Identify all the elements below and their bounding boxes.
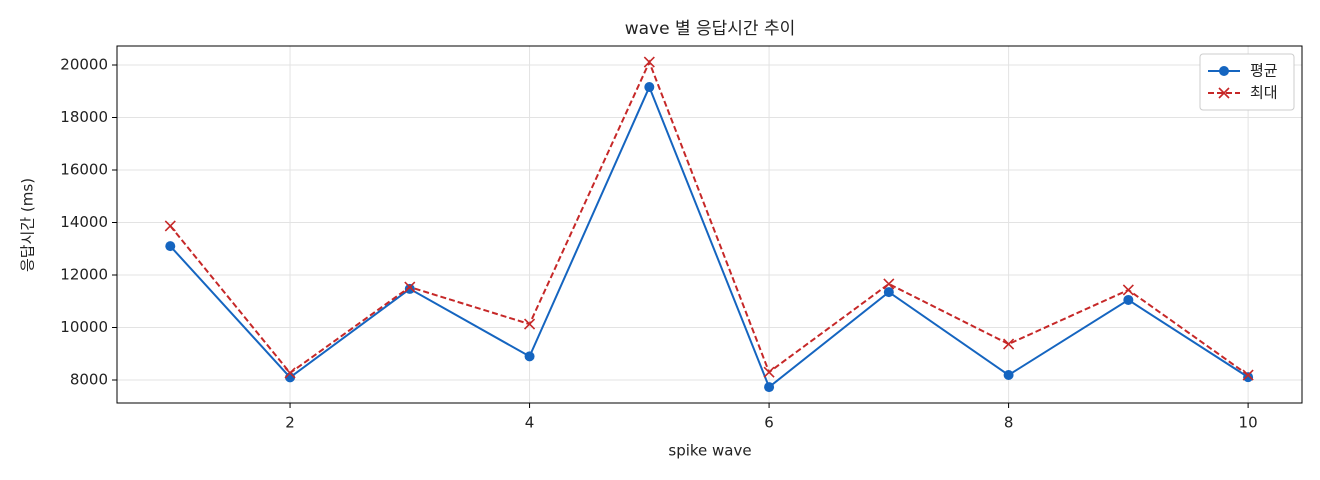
series-line [169,59,1249,376]
x-tick-label: 8 [1004,414,1014,432]
data-point [763,366,775,378]
data-point [764,382,775,393]
data-point [523,318,536,330]
data-point [1242,369,1254,381]
y-tick-label: 18000 [60,108,108,126]
y-tick-label: 10000 [60,318,108,336]
x-axis-label: spike wave [668,442,751,460]
data-point [1123,294,1134,305]
data-point [284,367,296,379]
plot-frame [116,45,1303,404]
data-point [524,351,535,362]
x-tick-label: 2 [285,414,295,432]
data-point [404,281,416,293]
legend-label: 평균 [1250,62,1278,80]
legend-marker [1218,87,1230,99]
x-tick-label: 6 [764,414,774,432]
legend-marker [1219,66,1229,76]
x-tick-label: 4 [525,414,535,432]
data-point [404,283,415,294]
data-point [1122,284,1134,296]
series-line [169,84,1249,389]
y-axis-label: 응답시간 (ms) [19,178,37,272]
data-point [165,241,176,252]
data-point [883,278,895,290]
data-point [643,56,655,68]
legend-label: 최대 [1250,84,1278,102]
y-tick-label: 14000 [60,213,108,231]
data-point [644,82,655,93]
y-tick-label: 20000 [60,56,108,74]
data-point [883,287,894,298]
data-point [1003,338,1015,350]
x-tick-label: 10 [1239,414,1258,432]
data-point [1003,370,1014,381]
data-point [1243,372,1254,383]
legend-box [1199,53,1295,111]
y-tick-label: 16000 [60,161,108,179]
y-tick-label: 8000 [70,371,108,389]
data-point [164,220,176,232]
chart-title: wave 별 응답시간 추이 [625,19,796,39]
y-tick-label: 12000 [60,266,108,284]
